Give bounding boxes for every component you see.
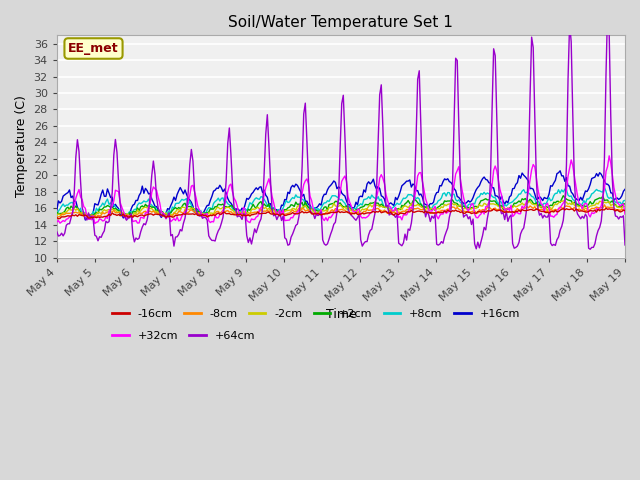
+64cm [123, 217, 131, 223]
-2cm [303, 205, 311, 211]
Line: +64cm: +64cm [57, 9, 625, 249]
Line: +8cm: +8cm [57, 188, 625, 216]
+16cm [243, 195, 251, 201]
+64cm [621, 242, 629, 248]
+32cm [224, 189, 232, 194]
+64cm [222, 178, 230, 183]
+2cm [559, 193, 567, 199]
+16cm [124, 213, 132, 218]
-16cm [53, 215, 61, 220]
-2cm [86, 214, 94, 220]
+8cm [224, 201, 232, 207]
Text: EE_met: EE_met [68, 42, 119, 55]
+64cm [241, 212, 249, 217]
+8cm [243, 207, 251, 213]
Line: -8cm: -8cm [57, 205, 625, 219]
+8cm [53, 212, 61, 217]
-8cm [86, 216, 94, 222]
-2cm [593, 200, 600, 206]
+2cm [224, 204, 232, 210]
+64cm [53, 229, 61, 235]
+32cm [591, 210, 599, 216]
+32cm [91, 221, 99, 227]
-2cm [53, 212, 61, 218]
+16cm [621, 186, 629, 192]
Line: +16cm: +16cm [57, 171, 625, 220]
+8cm [303, 203, 311, 208]
+16cm [593, 171, 600, 177]
-16cm [243, 213, 251, 218]
+16cm [303, 198, 311, 204]
+2cm [621, 201, 629, 207]
-16cm [224, 211, 232, 216]
+32cm [252, 214, 260, 220]
Y-axis label: Temperature (C): Temperature (C) [15, 96, 28, 197]
+64cm [586, 246, 594, 252]
+32cm [124, 213, 132, 219]
Line: -2cm: -2cm [57, 201, 625, 217]
+8cm [121, 214, 129, 219]
-16cm [252, 211, 260, 216]
-16cm [124, 214, 132, 220]
+2cm [83, 213, 91, 219]
Line: -16cm: -16cm [57, 208, 625, 219]
+2cm [124, 213, 132, 218]
+32cm [303, 176, 311, 182]
-8cm [591, 205, 599, 211]
+16cm [556, 168, 564, 174]
+8cm [252, 195, 260, 201]
+32cm [243, 217, 251, 223]
+64cm [604, 6, 611, 12]
-8cm [621, 207, 629, 213]
+64cm [301, 100, 309, 106]
+16cm [252, 185, 260, 191]
+32cm [605, 153, 613, 159]
-2cm [252, 205, 260, 211]
-8cm [243, 212, 251, 217]
+2cm [252, 205, 260, 211]
+32cm [621, 211, 629, 217]
-8cm [53, 214, 61, 220]
-16cm [591, 207, 599, 213]
-2cm [559, 198, 567, 204]
+16cm [81, 217, 89, 223]
+8cm [600, 185, 608, 191]
+16cm [53, 207, 61, 213]
-2cm [124, 211, 132, 217]
Line: +2cm: +2cm [57, 196, 625, 216]
-8cm [600, 202, 608, 208]
Line: +32cm: +32cm [57, 156, 625, 224]
-16cm [54, 216, 62, 222]
-8cm [224, 208, 232, 214]
Title: Soil/Water Temperature Set 1: Soil/Water Temperature Set 1 [228, 15, 453, 30]
Legend: +32cm, +64cm: +32cm, +64cm [108, 327, 260, 346]
+16cm [224, 195, 232, 201]
+8cm [591, 188, 599, 194]
+2cm [53, 209, 61, 215]
-16cm [621, 208, 629, 214]
+8cm [124, 211, 132, 216]
-2cm [224, 204, 232, 210]
-16cm [602, 205, 610, 211]
X-axis label: Time: Time [326, 308, 356, 321]
-16cm [303, 210, 311, 216]
+2cm [243, 211, 251, 216]
+8cm [621, 197, 629, 203]
-2cm [243, 210, 251, 216]
-8cm [303, 207, 311, 213]
-2cm [621, 204, 629, 209]
-8cm [124, 214, 132, 220]
+2cm [303, 203, 311, 208]
-8cm [252, 209, 260, 215]
+64cm [251, 226, 259, 232]
+2cm [593, 196, 600, 202]
+32cm [53, 219, 61, 225]
+64cm [591, 241, 599, 247]
